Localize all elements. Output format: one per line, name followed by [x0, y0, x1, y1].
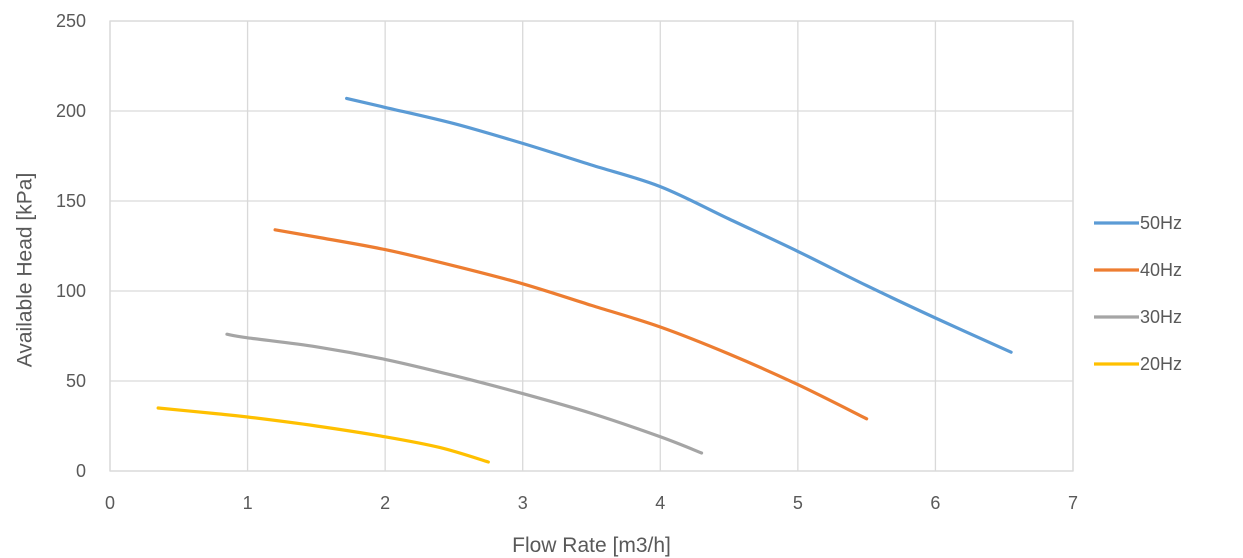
y-axis-tick-labels: 0 50 100 150 200 250	[56, 11, 86, 481]
y-tick-label: 100	[56, 281, 86, 301]
x-tick-label: 3	[518, 493, 528, 513]
y-tick-label: 150	[56, 191, 86, 211]
y-tick-label: 0	[76, 461, 86, 481]
series-line-30hz	[225, 332, 704, 455]
legend: 50Hz 40Hz 30Hz 20Hz	[1094, 213, 1182, 374]
x-tick-label: 0	[105, 493, 115, 513]
y-tick-label: 200	[56, 101, 86, 121]
y-tick-label: 250	[56, 11, 86, 31]
series-line-50hz	[345, 96, 1013, 354]
y-tick-label: 50	[66, 371, 86, 391]
x-tick-label: 2	[380, 493, 390, 513]
plot-area-border	[109, 20, 1074, 472]
legend-item-30hz: 30Hz	[1094, 307, 1182, 327]
series-line-40hz	[273, 228, 869, 421]
x-axis-tick-labels: 0 1 2 3 4 5 6 7	[105, 493, 1078, 513]
y-axis-title: Available Head [kPa]	[14, 173, 37, 368]
legend-item-40hz: 40Hz	[1094, 260, 1182, 280]
legend-label: 50Hz	[1140, 213, 1182, 233]
legend-label: 40Hz	[1140, 260, 1182, 280]
x-tick-label: 4	[655, 493, 665, 513]
series-line-20hz	[156, 406, 490, 464]
legend-label: 20Hz	[1140, 354, 1182, 374]
legend-item-20hz: 20Hz	[1094, 354, 1182, 374]
x-tick-label: 1	[243, 493, 253, 513]
x-tick-label: 5	[793, 493, 803, 513]
legend-item-50hz: 50Hz	[1094, 213, 1182, 233]
x-axis-title: Flow Rate [m3/h]	[512, 534, 671, 557]
x-tick-label: 6	[930, 493, 940, 513]
series-layer	[156, 96, 1013, 464]
x-tick-label: 7	[1068, 493, 1078, 513]
legend-label: 30Hz	[1140, 307, 1182, 327]
